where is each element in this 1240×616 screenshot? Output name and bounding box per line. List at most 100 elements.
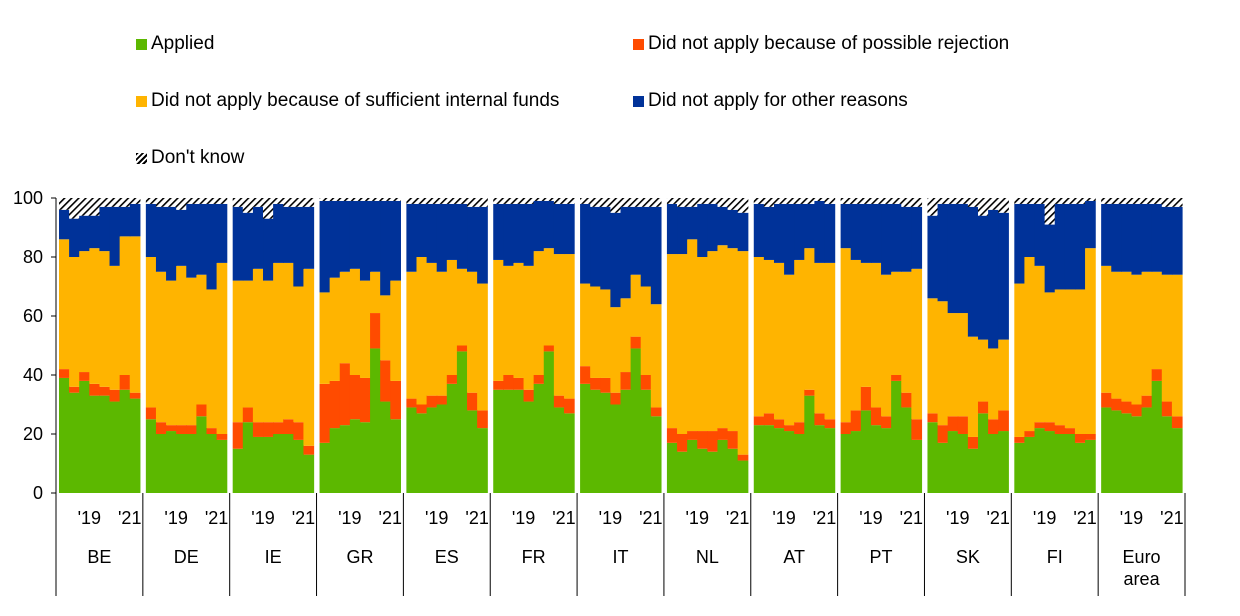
bar-segment-applied xyxy=(620,389,632,493)
bar-segment-other xyxy=(216,203,228,263)
bar-segment-internal xyxy=(196,274,208,405)
bar-segment-internal xyxy=(186,277,197,426)
bar-segment-applied xyxy=(99,395,111,493)
bar-segment-applied xyxy=(870,425,882,493)
bar-segment-other xyxy=(610,212,622,308)
bar-segment-rejection xyxy=(784,425,795,432)
bar-segment-dontknow xyxy=(543,198,555,201)
bar-segment-applied xyxy=(717,439,729,493)
y-tick-label: 100 xyxy=(13,188,43,208)
bar-segment-internal xyxy=(319,292,331,384)
bar-segment-other xyxy=(727,209,739,249)
bar-segment-applied xyxy=(380,401,391,493)
bar-segment-other xyxy=(252,206,264,269)
bar-segment-applied xyxy=(293,439,305,493)
bar-segment-other xyxy=(814,200,826,263)
bar-segment-rejection xyxy=(176,425,187,434)
bar-segment-internal xyxy=(590,286,601,378)
x-tick-label-19: '19 xyxy=(251,508,274,528)
legend-label-dontknow: Don't know xyxy=(151,147,245,168)
bar-segment-internal xyxy=(446,259,458,375)
bar-segment-other xyxy=(590,206,601,287)
bar-segment-dontknow xyxy=(319,198,331,201)
x-tick-label-19: '19 xyxy=(946,508,969,528)
bar-segment-other xyxy=(1014,203,1026,284)
bar-segment-dontknow xyxy=(1024,198,1036,204)
bar-segment-rejection xyxy=(1014,436,1026,443)
x-tick-label-21: '21 xyxy=(118,508,141,528)
bar-segment-applied xyxy=(977,413,989,493)
bar-segment-dontknow xyxy=(303,198,315,207)
bar-segment-rejection xyxy=(947,416,959,432)
bar-segment-other xyxy=(580,203,591,284)
bar-segment-dontknow xyxy=(727,198,739,210)
bar-segment-dontknow xyxy=(370,198,381,201)
bar-segment-applied xyxy=(666,442,678,493)
bar-segment-internal xyxy=(707,251,719,432)
bar-segment-applied xyxy=(753,425,765,493)
bar-segment-internal xyxy=(303,268,315,446)
bar-segment-applied xyxy=(1034,428,1046,493)
bar-segment-rejection xyxy=(957,416,969,434)
bar-segment-applied xyxy=(329,428,341,493)
bar-segment-applied xyxy=(580,383,591,493)
bar-segment-rejection xyxy=(456,345,468,352)
x-tick-label-19: '19 xyxy=(599,508,622,528)
bar-segment-internal xyxy=(784,274,795,426)
bar-segment-dontknow xyxy=(840,198,852,204)
bar-segment-internal xyxy=(206,289,218,429)
bar-segment-other xyxy=(99,206,111,252)
bar-segment-rejection xyxy=(1151,369,1163,381)
bar-segment-applied xyxy=(186,434,197,493)
bar-segment-applied xyxy=(176,434,187,493)
bar-segment-internal xyxy=(988,348,999,420)
bar-segment-applied xyxy=(1141,407,1153,493)
bar-segment-dontknow xyxy=(145,198,157,204)
bar-segment-internal xyxy=(763,259,775,414)
bar-segment-other xyxy=(824,203,836,263)
bar-segment-applied xyxy=(947,431,959,493)
bar-segment-other xyxy=(242,212,254,281)
bar-segment-applied xyxy=(707,451,719,493)
x-tick-label-21: '21 xyxy=(552,508,575,528)
bar-segment-other xyxy=(543,200,555,249)
group-label: area xyxy=(1124,569,1161,589)
bar-segment-other xyxy=(901,206,912,272)
bar-segment-dontknow xyxy=(99,198,111,207)
bar-segment-other xyxy=(79,215,90,252)
bar-segment-applied xyxy=(1054,434,1066,493)
x-tick-label-19: '19 xyxy=(164,508,187,528)
bar-segment-other xyxy=(860,203,872,263)
group-label: IE xyxy=(265,547,282,567)
bar-segment-dontknow xyxy=(1131,198,1143,204)
bar-segment-applied xyxy=(1044,431,1056,493)
bar-segment-dontknow xyxy=(446,198,458,204)
bar-segment-applied xyxy=(109,401,121,493)
bar-segment-rejection xyxy=(563,398,575,414)
bar-segment-internal xyxy=(1111,271,1122,399)
bar-segment-applied xyxy=(640,389,652,493)
bar-segment-internal xyxy=(1074,289,1086,434)
x-tick-label-19: '19 xyxy=(772,508,795,528)
bar-segment-rejection xyxy=(763,413,775,426)
bar-segment-internal xyxy=(79,251,90,373)
bar-segment-other xyxy=(784,203,795,275)
bar-segment-rejection xyxy=(79,372,90,381)
bar-segment-applied xyxy=(263,436,274,493)
bar-segment-internal xyxy=(600,289,611,378)
legend-swatch-applied xyxy=(136,38,147,50)
bar-segment-rejection xyxy=(737,454,749,461)
group-label: SK xyxy=(956,547,980,567)
bar-segment-other xyxy=(293,206,305,287)
bar-segment-rejection xyxy=(840,422,852,434)
bar-segment-dontknow xyxy=(967,198,979,207)
bar-segment-dontknow xyxy=(329,198,341,201)
bar-segment-rejection xyxy=(824,419,836,429)
bar-segment-dontknow xyxy=(630,198,642,207)
bar-segment-applied xyxy=(456,351,468,493)
bar-segment-applied xyxy=(927,422,939,493)
bar-segment-internal xyxy=(947,313,959,417)
group-label: Euro xyxy=(1123,547,1161,567)
bar-segment-applied xyxy=(406,407,418,493)
